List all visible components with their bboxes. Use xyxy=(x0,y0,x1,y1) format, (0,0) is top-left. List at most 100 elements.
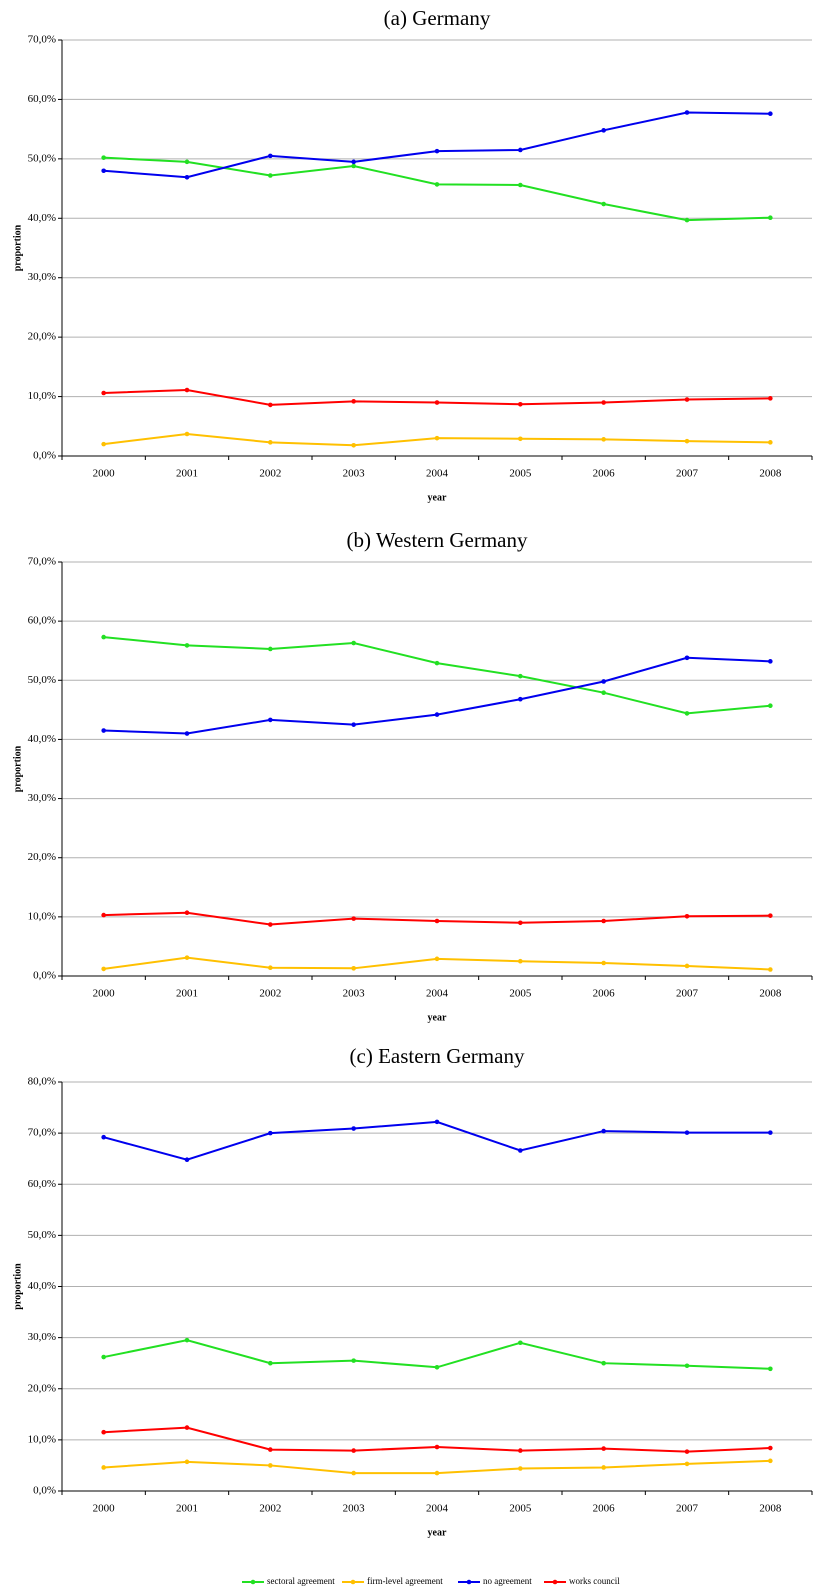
point xyxy=(434,956,440,962)
point xyxy=(768,1445,773,1451)
x-tick-label: 2006 xyxy=(593,1503,616,1515)
x-tick-label: 2006 xyxy=(593,988,616,1000)
legend-label: firm-level agreement xyxy=(367,1576,443,1586)
legend-marker xyxy=(250,1579,256,1585)
point xyxy=(184,1459,190,1465)
point xyxy=(268,965,273,971)
point xyxy=(184,174,190,180)
legend-label: sectoral agreement xyxy=(267,1576,335,1586)
legend-label: no agreement xyxy=(483,1576,532,1586)
point xyxy=(101,168,106,174)
point xyxy=(601,679,606,684)
point xyxy=(684,1449,690,1454)
point xyxy=(518,147,523,153)
point xyxy=(268,717,273,723)
y-tick-label: 10,0% xyxy=(28,910,56,922)
x-tick-label: 2005 xyxy=(509,468,532,480)
chart-title: (a) Germany xyxy=(384,6,491,30)
y-tick-label: 60,0% xyxy=(28,93,56,105)
point xyxy=(268,1360,273,1366)
point xyxy=(101,728,106,733)
point xyxy=(684,711,690,716)
point xyxy=(351,722,356,727)
point xyxy=(184,1337,190,1343)
x-tick-label: 2005 xyxy=(509,988,532,1000)
y-tick-label: 10,0% xyxy=(28,390,56,402)
point xyxy=(268,440,273,445)
series-line xyxy=(103,636,771,715)
point xyxy=(434,918,440,924)
point xyxy=(434,1364,440,1370)
y-tick-label: 80,0% xyxy=(28,1076,56,1088)
point xyxy=(268,402,273,408)
point xyxy=(101,912,106,918)
point xyxy=(684,913,690,919)
x-tick-label: 2005 xyxy=(509,1503,532,1515)
x-tick-label: 2003 xyxy=(343,988,366,1000)
point xyxy=(601,400,606,405)
series-line xyxy=(103,111,771,179)
y-tick-label: 70,0% xyxy=(28,34,56,46)
x-tick-label: 2002 xyxy=(259,988,281,1000)
y-tick-label: 70,0% xyxy=(28,1127,56,1139)
point xyxy=(184,731,190,736)
point xyxy=(601,437,606,442)
point xyxy=(434,148,440,154)
x-tick-label: 2001 xyxy=(176,1503,198,1515)
y-tick-label: 20,0% xyxy=(28,851,56,863)
point xyxy=(351,399,356,404)
x-tick-label: 2000 xyxy=(93,468,116,480)
y-tick-label: 0,0% xyxy=(33,450,56,462)
point xyxy=(768,440,773,445)
point xyxy=(768,215,773,220)
y-tick-label: 50,0% xyxy=(28,152,56,164)
point xyxy=(434,712,440,717)
point xyxy=(184,159,190,165)
point xyxy=(351,1448,356,1453)
x-tick-label: 2001 xyxy=(176,988,198,1000)
x-tick-label: 2007 xyxy=(676,988,699,1000)
point xyxy=(351,640,356,646)
y-tick-label: 60,0% xyxy=(28,1178,56,1190)
series-line xyxy=(103,1120,771,1161)
point xyxy=(101,1134,106,1140)
point xyxy=(101,1429,106,1435)
series-line xyxy=(103,1339,771,1370)
x-tick-label: 2008 xyxy=(759,468,782,480)
point xyxy=(434,1444,440,1450)
x-tick-label: 2004 xyxy=(426,1503,449,1515)
point xyxy=(351,916,356,921)
point xyxy=(518,1448,523,1453)
point xyxy=(684,1363,690,1369)
point xyxy=(768,396,773,401)
legend-marker xyxy=(552,1579,558,1585)
point xyxy=(434,1119,440,1125)
point xyxy=(684,438,690,444)
point xyxy=(518,436,523,442)
y-tick-label: 30,0% xyxy=(28,271,56,283)
point xyxy=(101,966,106,972)
point xyxy=(351,966,356,971)
point xyxy=(601,128,606,133)
series-line xyxy=(103,156,771,222)
point xyxy=(768,1130,773,1135)
y-tick-label: 70,0% xyxy=(28,556,56,568)
point xyxy=(768,659,773,664)
point xyxy=(518,1148,523,1153)
point xyxy=(601,1446,606,1451)
point xyxy=(601,1465,606,1470)
chart-title: (b) Western Germany xyxy=(346,528,528,552)
point xyxy=(601,201,606,207)
y-tick-label: 50,0% xyxy=(28,1229,56,1241)
point xyxy=(351,1126,356,1131)
point xyxy=(101,441,106,447)
y-tick-label: 60,0% xyxy=(28,615,56,627)
y-tick-label: 30,0% xyxy=(28,1331,56,1343)
x-tick-label: 2002 xyxy=(259,468,281,480)
y-tick-label: 20,0% xyxy=(28,1382,56,1394)
y-tick-label: 10,0% xyxy=(28,1433,56,1445)
point xyxy=(268,1447,273,1452)
point xyxy=(351,1470,356,1476)
point xyxy=(601,690,606,696)
